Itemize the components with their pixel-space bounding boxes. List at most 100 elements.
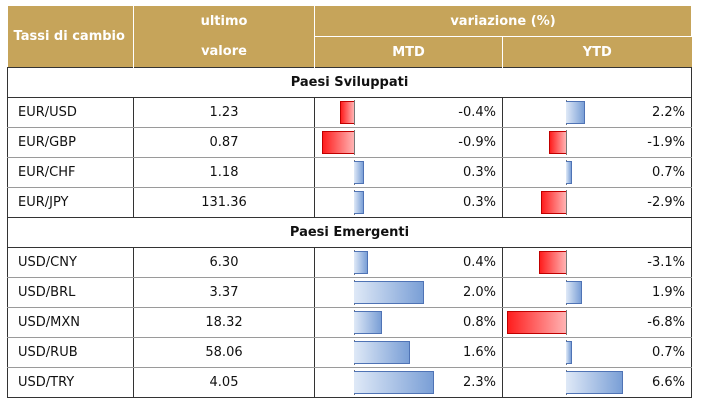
ytd-cell: 2.2% xyxy=(502,97,693,128)
header-ytd: YTD xyxy=(502,36,692,68)
mtd-percent: 2.0% xyxy=(462,285,496,300)
section-title: Paesi Emergenti xyxy=(6,217,693,248)
last-value: 6.30 xyxy=(133,247,315,278)
ytd-axis-line xyxy=(565,250,567,275)
mtd-bar xyxy=(322,131,354,154)
table-row: EUR/GBP 0.87 -0.9% -1.9% xyxy=(7,127,693,158)
last-value: 1.18 xyxy=(133,157,315,188)
table-row: USD/MXN 18.32 0.8% -6.8% xyxy=(7,307,693,338)
currency-pair: USD/BRL xyxy=(7,277,134,308)
mtd-bar-area xyxy=(319,160,434,185)
last-value: 0.87 xyxy=(133,127,315,158)
ytd-bar xyxy=(565,101,585,124)
ytd-percent: -3.1% xyxy=(647,255,686,270)
currency-pair: USD/TRY xyxy=(7,367,134,398)
ytd-cell: 0.7% xyxy=(502,157,693,188)
last-value: 1.23 xyxy=(133,97,315,128)
mtd-cell: -0.4% xyxy=(314,97,503,128)
mtd-bar-area xyxy=(319,130,434,155)
mtd-bar-area xyxy=(319,190,434,215)
mtd-bar xyxy=(353,281,424,304)
exchange-rate-table: Tassi di cambio ultimo variazione (%) va… xyxy=(6,6,693,398)
mtd-bar-area xyxy=(319,280,434,305)
mtd-bar-area xyxy=(319,310,434,335)
ytd-percent: -1.9% xyxy=(647,135,686,150)
ytd-bar-area xyxy=(507,370,623,395)
ytd-percent: -6.8% xyxy=(647,315,686,330)
currency-pair: EUR/JPY xyxy=(7,187,134,218)
ytd-bar xyxy=(565,281,583,304)
header-mtd: MTD xyxy=(314,36,503,68)
mtd-axis-line xyxy=(353,100,355,125)
currency-pair: EUR/CHF xyxy=(7,157,134,188)
mtd-cell: 0.4% xyxy=(314,247,503,278)
mtd-percent: 0.8% xyxy=(462,315,496,330)
last-value: 131.36 xyxy=(133,187,315,218)
currency-pair: EUR/USD xyxy=(7,97,134,128)
currency-pair: USD/MXN xyxy=(7,307,134,338)
mtd-bar-area xyxy=(319,100,434,125)
header-last-value-line2: valore xyxy=(133,36,315,68)
mtd-percent: -0.4% xyxy=(458,105,496,120)
ytd-cell: -3.1% xyxy=(502,247,693,278)
mtd-percent: 0.3% xyxy=(462,165,496,180)
section-row: Paesi Sviluppati xyxy=(6,67,693,98)
mtd-bar xyxy=(353,161,365,184)
ytd-bar xyxy=(565,341,572,364)
currency-pair: USD/CNY xyxy=(7,247,134,278)
ytd-cell: -6.8% xyxy=(502,307,693,338)
mtd-percent: 0.4% xyxy=(462,255,496,270)
mtd-cell: 1.6% xyxy=(314,337,503,368)
ytd-percent: 2.2% xyxy=(651,105,686,120)
mtd-cell: 0.8% xyxy=(314,307,503,338)
header-variation: variazione (%) xyxy=(314,6,693,37)
header-pairs: Tassi di cambio xyxy=(7,6,134,68)
currency-pair: USD/RUB xyxy=(7,337,134,368)
last-value: 18.32 xyxy=(133,307,315,338)
currency-pair: EUR/GBP xyxy=(7,127,134,158)
ytd-bar xyxy=(539,251,566,274)
mtd-cell: -0.9% xyxy=(314,127,503,158)
mtd-bar xyxy=(353,311,382,334)
table-row: EUR/CHF 1.18 0.3% 0.7% xyxy=(7,157,693,188)
ytd-bar-area xyxy=(507,250,623,275)
mtd-bar xyxy=(339,101,354,124)
ytd-cell: 6.6% xyxy=(502,367,693,398)
mtd-cell: 2.3% xyxy=(314,367,503,398)
ytd-axis-line xyxy=(565,130,567,155)
last-value: 3.37 xyxy=(133,277,315,308)
ytd-percent: 0.7% xyxy=(651,345,686,360)
ytd-axis-line xyxy=(565,310,567,335)
ytd-bar xyxy=(507,311,566,334)
section-title: Paesi Sviluppati xyxy=(6,67,693,98)
mtd-bar xyxy=(353,341,410,364)
ytd-bar-area xyxy=(507,310,623,335)
ytd-bar xyxy=(549,131,566,154)
ytd-percent: 1.9% xyxy=(651,285,686,300)
table-row: USD/TRY 4.05 2.3% 6.6% xyxy=(7,367,693,398)
mtd-percent: 2.3% xyxy=(462,375,496,390)
last-value: 4.05 xyxy=(133,367,315,398)
mtd-axis-line xyxy=(353,130,355,155)
ytd-percent: -2.9% xyxy=(647,195,686,210)
table-row: USD/CNY 6.30 0.4% -3.1% xyxy=(7,247,693,278)
ytd-cell: 1.9% xyxy=(502,277,693,308)
ytd-bar-area xyxy=(507,190,623,215)
mtd-percent: -0.9% xyxy=(458,135,496,150)
mtd-bar-area xyxy=(319,370,434,395)
ytd-cell: -2.9% xyxy=(502,187,693,218)
ytd-percent: 0.7% xyxy=(651,165,686,180)
mtd-bar xyxy=(353,251,368,274)
ytd-bar-area xyxy=(507,100,623,125)
ytd-bar xyxy=(540,191,566,214)
mtd-bar xyxy=(353,371,434,394)
ytd-axis-line xyxy=(565,190,567,215)
ytd-bar-area xyxy=(507,280,623,305)
ytd-bar-area xyxy=(507,340,623,365)
header-last-value-line1: ultimo xyxy=(133,6,315,37)
ytd-bar xyxy=(565,371,623,394)
mtd-cell: 0.3% xyxy=(314,157,503,188)
ytd-cell: 0.7% xyxy=(502,337,693,368)
ytd-cell: -1.9% xyxy=(502,127,693,158)
ytd-bar-area xyxy=(507,160,623,185)
